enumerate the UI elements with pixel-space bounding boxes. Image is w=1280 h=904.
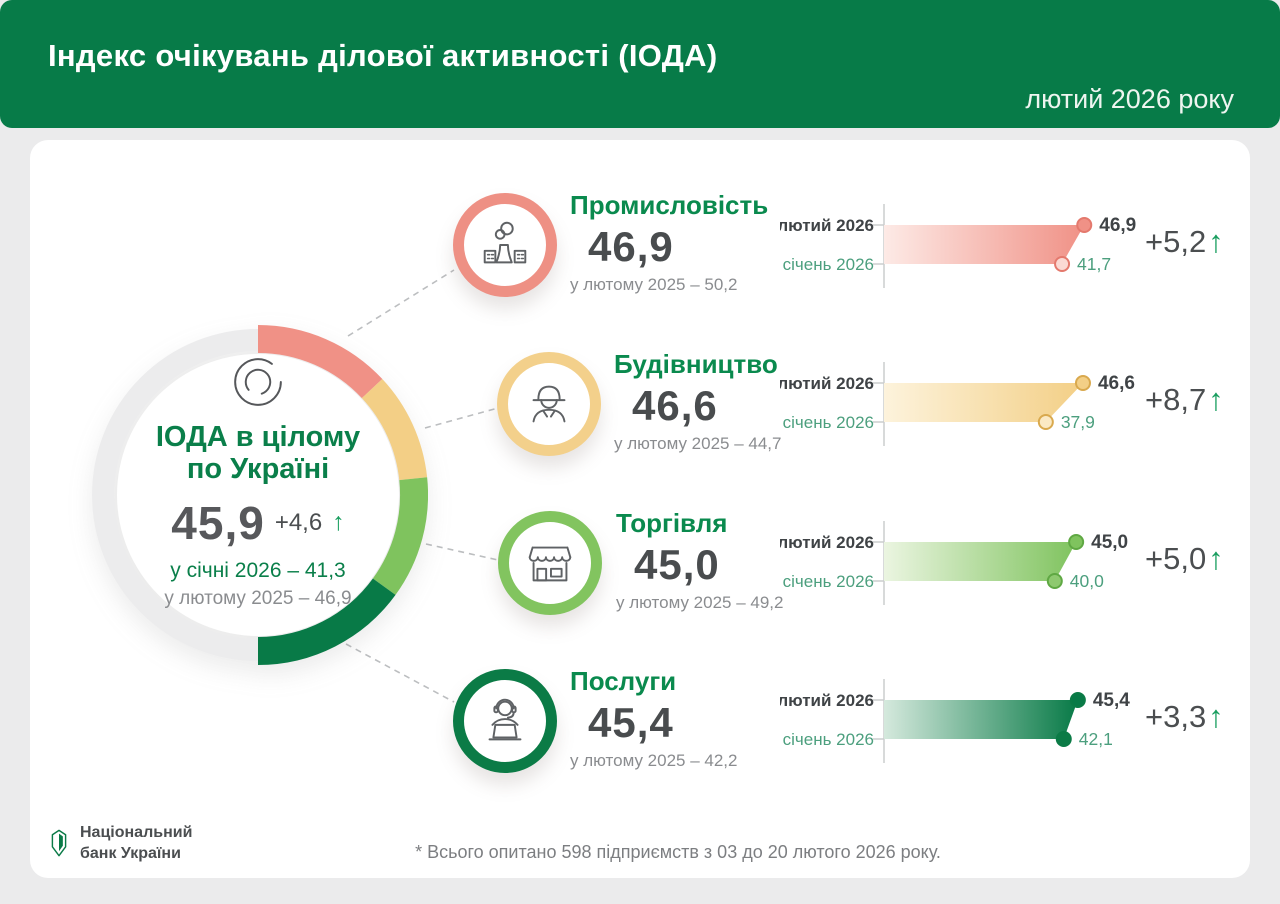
donut-seg-trade — [372, 477, 428, 595]
chart-area — [884, 700, 1078, 739]
trade-compare-chart: лютий 2026 січень 2026 45,0 40,0 — [780, 521, 1128, 605]
construction-delta: +8,7↑ — [1145, 382, 1224, 418]
feb-value: 45,0 — [1091, 532, 1128, 553]
content-card: ІОДА в цілому по Україні 45,9 +4,6 ↑ у с… — [30, 140, 1250, 878]
feb-marker — [1076, 217, 1093, 233]
jan-row-label: січень 2026 — [783, 255, 874, 274]
builder-icon — [532, 385, 566, 423]
feb-value: 46,6 — [1098, 373, 1135, 394]
overall-title-line1: ІОДА в цілому — [155, 421, 361, 453]
feb-row-label: лютий 2026 — [780, 374, 874, 393]
survey-footnote: * Всього опитано 598 підприємств з 03 до… — [415, 842, 941, 862]
jan-value: 42,1 — [1079, 729, 1113, 749]
nbu-logo-icon — [51, 829, 67, 857]
delta-value: +5,0 — [1145, 541, 1207, 576]
jan-value: 41,7 — [1077, 254, 1111, 274]
overall-prev-year: у лютому 2025 – 46,9 — [164, 587, 352, 609]
overall-value: 45,9 — [171, 496, 265, 549]
industry-icon-circle — [453, 193, 557, 297]
feb-row-label: лютий 2026 — [780, 691, 874, 710]
jan-value: 40,0 — [1070, 571, 1104, 591]
trade-icon-circle — [498, 511, 602, 615]
donut-seg-services — [257, 578, 396, 665]
sector-prev-year: у лютому 2025 – 44,7 — [614, 434, 782, 453]
feb-row-label: лютий 2026 — [780, 533, 874, 552]
sector-prev-year: у лютому 2025 – 50,2 — [570, 275, 738, 294]
nbu-logo-line1: Національний — [80, 824, 193, 841]
jan-marker — [1037, 414, 1054, 430]
industry-block: Промисловість 46,9 у лютому 2025 – 50,2 — [570, 190, 768, 295]
jan-marker — [1054, 256, 1071, 272]
feb-marker — [1069, 692, 1086, 708]
construction-compare-chart: лютий 2026 січень 2026 46,6 37,9 — [780, 362, 1135, 446]
up-arrow-icon: ↑ — [1208, 541, 1224, 576]
page-title: Індекс очікувань ділової активності (ІОД… — [48, 38, 718, 73]
nbu-logo: Національний банк України — [48, 822, 192, 864]
services-delta: +3,3↑ — [1145, 699, 1224, 735]
construction-block: Будівництво 46,6 у лютому 2025 – 44,7 — [614, 349, 781, 454]
feb-marker — [1074, 375, 1091, 391]
jan-marker — [1046, 573, 1063, 589]
sector-value: 46,9 — [588, 223, 674, 270]
delta-value: +8,7 — [1145, 382, 1207, 417]
feb-marker — [1068, 534, 1085, 550]
sector-value: 46,6 — [632, 382, 718, 429]
donut-ring — [92, 325, 428, 665]
store-icon — [528, 546, 572, 582]
nbu-logo-line2: банк України — [80, 845, 181, 863]
overall-prev-month: у січні 2026 – 41,3 — [170, 558, 346, 582]
chart-area — [884, 225, 1085, 264]
up-arrow-icon: ↑ — [1208, 699, 1224, 734]
chart-area — [884, 383, 1083, 422]
report-period: лютий 2026 року — [1025, 84, 1234, 114]
services-compare-chart: лютий 2026 січень 2026 45,4 42,1 — [780, 679, 1130, 763]
up-arrow-icon: ↑ — [1208, 382, 1224, 417]
sector-value: 45,0 — [634, 541, 720, 588]
up-arrow-icon: ↑ — [332, 508, 345, 537]
donut-seg-construction — [361, 379, 428, 481]
factory-icon — [483, 221, 527, 264]
jan-row-label: січень 2026 — [783, 413, 874, 432]
construction-icon-circle — [497, 352, 601, 456]
sector-value: 45,4 — [588, 699, 674, 746]
feb-value: 45,4 — [1093, 690, 1130, 711]
header-bar: Індекс очікувань ділової активності (ІОД… — [0, 0, 1280, 128]
sector-title: Промисловість — [570, 190, 769, 220]
sector-title: Будівництво — [614, 349, 778, 379]
industry-compare-chart: лютий 2026 січень 2026 46,9 41,7 — [780, 204, 1136, 288]
overall-title-line2: по Україні — [186, 453, 330, 486]
jan-marker — [1055, 731, 1072, 747]
feb-row-label: лютий 2026 — [780, 216, 874, 235]
industry-delta: +5,2↑ — [1145, 224, 1224, 260]
jan-value: 37,9 — [1061, 412, 1095, 432]
jan-row-label: січень 2026 — [783, 572, 874, 591]
services-icon-circle — [453, 669, 557, 773]
overall-delta: +4,6 — [274, 508, 323, 536]
nbu-logo-text: Національний банк України — [80, 822, 192, 864]
sector-title: Послуги — [570, 666, 677, 696]
sector-prev-year: у лютому 2025 – 42,2 — [570, 751, 738, 770]
services-block: Послуги 45,4 у лютому 2025 – 42,2 — [570, 666, 737, 771]
trade-block: Торгівля 45,0 у лютому 2025 – 49,2 — [616, 508, 783, 613]
delta-value: +5,2 — [1145, 224, 1207, 259]
nbu-spiral-logo-icon — [234, 358, 282, 406]
operator-icon — [488, 698, 522, 741]
trade-delta: +5,0↑ — [1145, 541, 1224, 577]
sector-prev-year: у лютому 2025 – 49,2 — [616, 593, 784, 612]
overall-value-row: 45,9 +4,6 ↑ — [171, 496, 344, 550]
overall-summary: ІОДА в цілому по Україні 45,9 +4,6 ↑ у с… — [116, 349, 400, 610]
donut-seg-industry — [257, 325, 383, 399]
overall-donut: ІОДА в цілому по Україні 45,9 +4,6 ↑ у с… — [88, 325, 428, 665]
delta-value: +3,3 — [1145, 699, 1207, 734]
feb-value: 46,9 — [1099, 215, 1136, 236]
chart-area — [884, 542, 1077, 581]
up-arrow-icon: ↑ — [1208, 224, 1224, 259]
sector-title: Торгівля — [616, 508, 728, 538]
overall-title: ІОДА в цілому по Україні — [156, 421, 360, 486]
jan-row-label: січень 2026 — [783, 730, 874, 749]
